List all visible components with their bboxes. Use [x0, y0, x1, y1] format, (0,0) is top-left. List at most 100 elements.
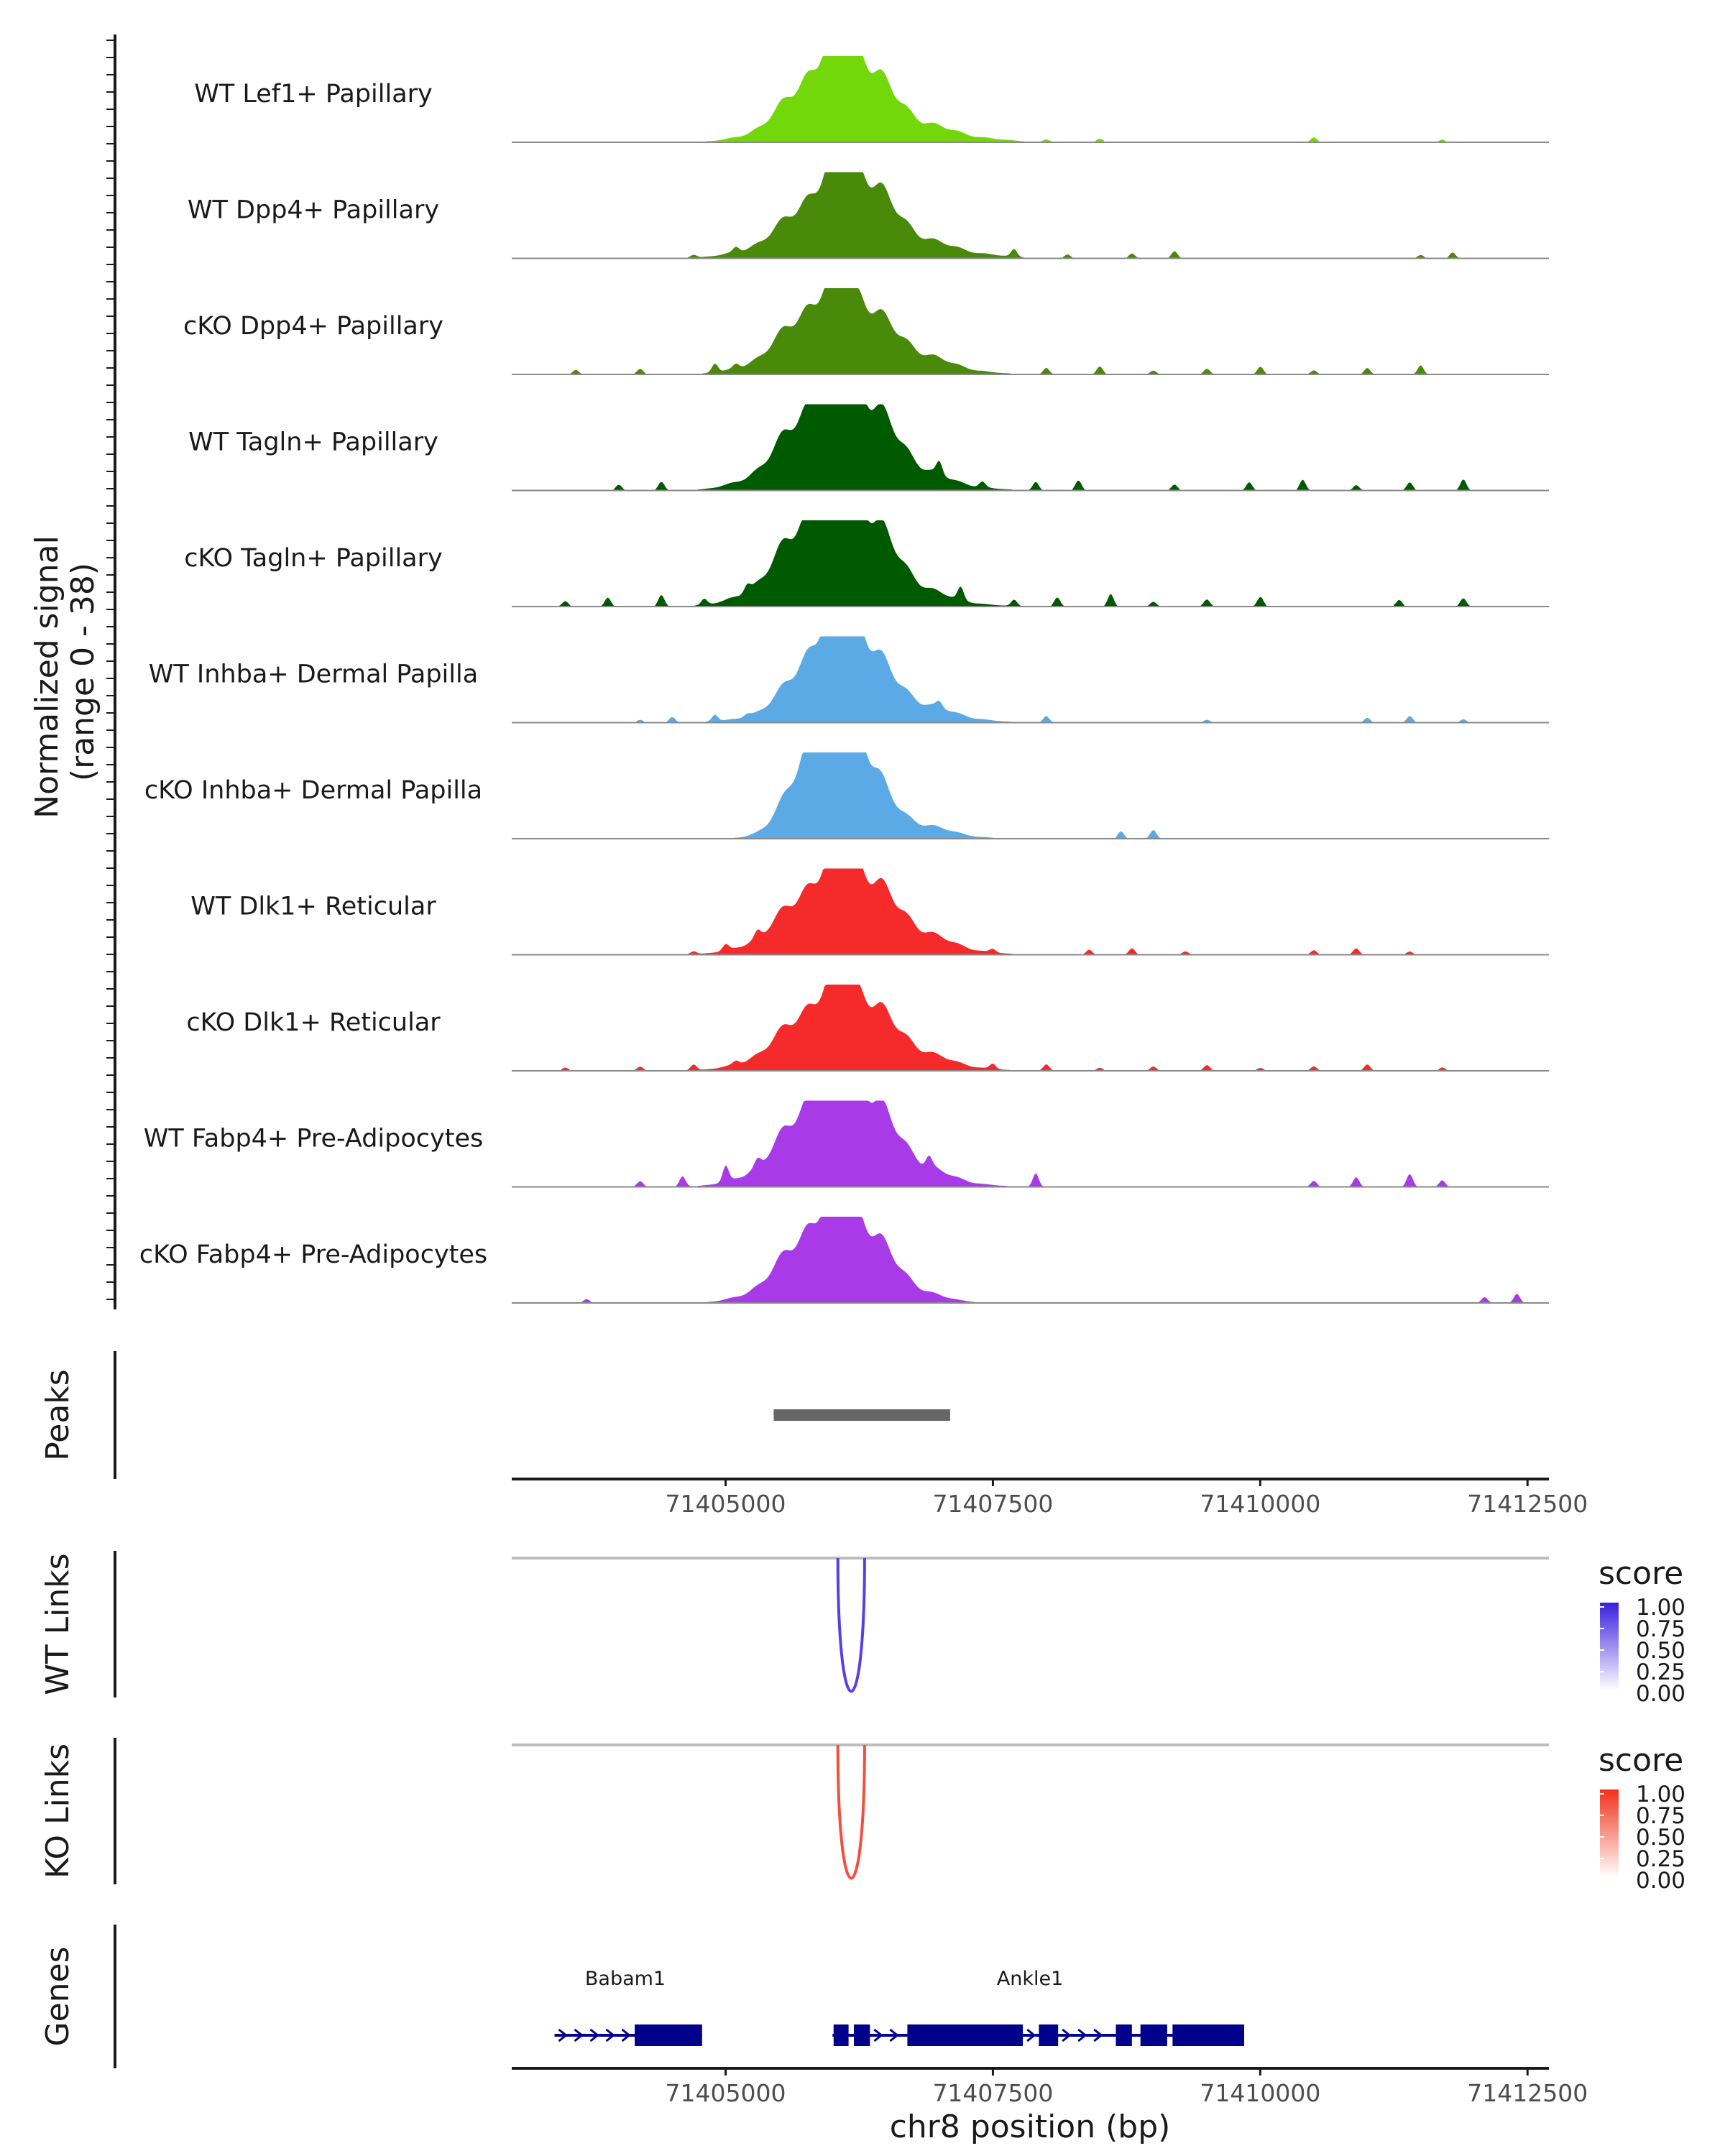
legend-tick-label: 0.25 — [1636, 1846, 1685, 1872]
gene-name-label: Babam1 — [585, 1968, 666, 1990]
peaks-bars — [773, 1409, 950, 1421]
coverage-area — [512, 1217, 1549, 1303]
x-tick-label: 71405000 — [666, 1490, 786, 1518]
genes-y-label: Genes — [40, 1946, 76, 2046]
peaks-panel: Peaks 71405000 71407500 71410000 71412500 — [40, 1351, 1588, 1518]
wt-legend-title: score — [1598, 1555, 1683, 1592]
legend-tick-label: 0.25 — [1636, 1659, 1685, 1685]
gene-exon — [1039, 2024, 1059, 2046]
gene-exon — [1172, 2024, 1245, 2046]
coverage-track: cKO Fabp4+ Pre-Adipocytes — [139, 1217, 1549, 1304]
coverage-track: cKO Tagln+ Papillary — [184, 520, 1549, 607]
x-axis-title: chr8 position (bp) — [890, 2109, 1171, 2145]
legend-tick-label: 0.00 — [1636, 1681, 1685, 1707]
coverage-track-label: cKO Tagln+ Papillary — [184, 544, 443, 573]
coverage-track-label: WT Dlk1+ Reticular — [190, 893, 436, 921]
ko-legend-ticks: 1.000.750.500.250.00 — [1600, 1782, 1685, 1894]
ko-legend-colorbar — [1600, 1789, 1619, 1877]
strand-arrow — [605, 2028, 615, 2042]
coverage-tracks: WT Lef1+ Papillary WT Dpp4+ Papillary cKO … — [139, 56, 1549, 1304]
coverage-track-label: WT Inhba+ Dermal Papilla — [149, 660, 478, 689]
strand-arrow — [589, 2028, 599, 2042]
coverage-track: cKO Dpp4+ Papillary — [183, 288, 1549, 375]
strand-arrow — [574, 2028, 584, 2042]
peak-bar — [773, 1409, 950, 1421]
gene-model: Babam1 — [554, 1968, 702, 2046]
coverage-y-label: Normalized signal (range 0 - 38) — [29, 525, 101, 819]
peaks-x-ticks: 71405000 71407500 71410000 71412500 — [666, 1479, 1588, 1518]
link-arc — [836, 1744, 866, 1880]
ko-links-y-label: KO Links — [40, 1743, 76, 1879]
coverage-area — [512, 56, 1549, 142]
wt-links-legend: score 1.000.750.500.250.00 — [1598, 1555, 1685, 1707]
coverage-y-label-line2: (range 0 - 38) — [65, 563, 101, 781]
ko-links-panel: KO Links score 1.000.750.500.250.00 — [40, 1738, 1685, 1894]
ko-links-legend: score 1.000.750.500.250.00 — [1598, 1742, 1685, 1894]
coverage-area — [512, 1100, 1549, 1187]
gene-exon — [1140, 2024, 1167, 2046]
x-tick-label: 71405000 — [666, 2079, 786, 2107]
strand-arrow — [558, 2028, 568, 2042]
x-tick-label: 71407500 — [932, 1490, 1053, 1518]
gene-exon — [854, 2024, 870, 2046]
coverage-track: cKO Dlk1+ Reticular — [186, 985, 1549, 1072]
x-tick-label: 71410000 — [1200, 1490, 1320, 1518]
strand-arrow — [1077, 2028, 1087, 2042]
wt-links-panel: WT Links score 1.000.750.500.250.00 — [40, 1551, 1685, 1707]
coverage-track-label: cKO Inhba+ Dermal Papilla — [144, 776, 482, 805]
strand-arrow — [1093, 2028, 1103, 2042]
gene-exon — [635, 2024, 702, 2046]
strand-arrow — [889, 2028, 899, 2042]
legend-tick-label: 0.75 — [1636, 1616, 1685, 1642]
strand-arrow — [621, 2028, 631, 2042]
gene-exon — [833, 2024, 849, 2046]
coverage-panel: Normalized signal (range 0 - 38) WT Lef1… — [29, 34, 1549, 1309]
coverage-area — [512, 985, 1549, 1071]
wt-links-y-label: WT Links — [40, 1553, 76, 1695]
gene-exon — [907, 2024, 1024, 2046]
coverage-track-label: WT Fabp4+ Pre-Adipocytes — [144, 1125, 483, 1153]
x-tick-label: 71412500 — [1467, 2079, 1588, 2107]
wt-legend-ticks: 1.000.750.500.250.00 — [1600, 1595, 1685, 1707]
x-tick-label: 71410000 — [1200, 2079, 1320, 2107]
link-arc — [836, 1557, 866, 1693]
x-tick-label: 71412500 — [1467, 1490, 1588, 1518]
coverage-track-label: cKO Fabp4+ Pre-Adipocytes — [139, 1240, 487, 1269]
ko-legend-title: score — [1598, 1742, 1683, 1779]
coverage-track-label: WT Tagln+ Papillary — [188, 428, 438, 457]
strand-arrow — [1062, 2028, 1072, 2042]
x-tick-label: 71407500 — [932, 2079, 1053, 2107]
coverage-track-label: cKO Dlk1+ Reticular — [186, 1008, 441, 1037]
wt-legend-colorbar — [1600, 1603, 1619, 1690]
coverage-track: WT Fabp4+ Pre-Adipocytes — [144, 1100, 1549, 1188]
genes-panel: Genes Babam1 Ankle1 71405000 71407500 71410… — [40, 1925, 1588, 2145]
gene-model: Ankle1 — [832, 1968, 1245, 2046]
legend-tick-label: 0.50 — [1636, 1638, 1685, 1664]
legend-tick-label: 1.00 — [1636, 1595, 1685, 1621]
coverage-y-ticks — [106, 40, 115, 1300]
gene-name-label: Ankle1 — [997, 1968, 1064, 1990]
coverage-track: WT Tagln+ Papillary — [188, 404, 1549, 492]
coverage-track: WT Dlk1+ Reticular — [190, 868, 1549, 956]
ko-links-arcs — [836, 1744, 866, 1880]
coverage-area — [512, 520, 1549, 607]
wt-links-arcs — [836, 1557, 866, 1693]
legend-tick-label: 0.00 — [1636, 1868, 1685, 1894]
coverage-area — [512, 172, 1549, 259]
peaks-y-label: Peaks — [40, 1369, 76, 1460]
gene-models: Babam1 Ankle1 — [554, 1968, 1245, 2046]
coverage-track: WT Dpp4+ Papillary — [188, 172, 1549, 259]
coverage-y-label-line1: Normalized signal — [29, 535, 65, 819]
legend-tick-label: 0.50 — [1636, 1825, 1685, 1851]
coverage-area — [512, 404, 1549, 491]
coverage-area — [512, 288, 1549, 374]
coverage-track: cKO Inhba+ Dermal Papilla — [144, 752, 1549, 839]
genes-x-ticks: 71405000 71407500 71410000 71412500 — [666, 2068, 1588, 2107]
coverage-track: WT Lef1+ Papillary — [194, 56, 1549, 143]
legend-tick-label: 1.00 — [1636, 1782, 1685, 1807]
coverage-track: WT Inhba+ Dermal Papilla — [149, 636, 1549, 724]
strand-arrow — [873, 2028, 883, 2042]
coverage-area — [512, 868, 1549, 955]
legend-tick-label: 0.75 — [1636, 1803, 1685, 1829]
